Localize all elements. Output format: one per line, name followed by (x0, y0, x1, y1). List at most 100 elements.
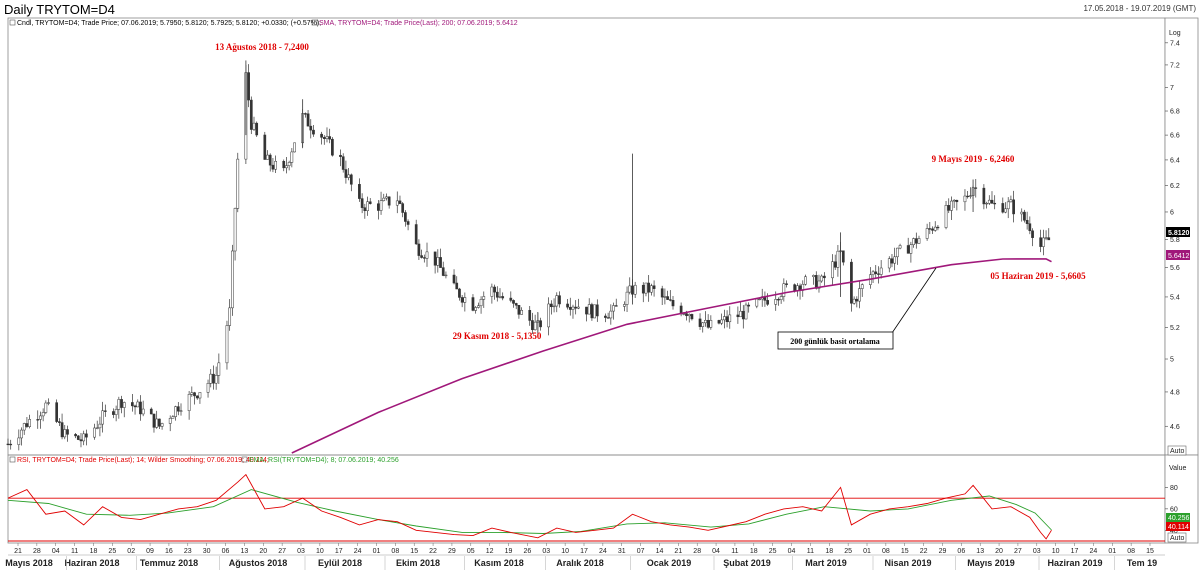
rsi-ytick-label: 80 (1170, 485, 1178, 492)
rsi-auto-button[interactable] (1167, 532, 1187, 543)
candle (231, 244, 234, 316)
candle (474, 306, 478, 314)
candle (271, 158, 275, 173)
x-tick-label: 07 (637, 548, 645, 555)
x-month-label: Ekim 2018 (396, 558, 440, 568)
candle (668, 290, 672, 302)
candle (1012, 190, 1015, 223)
candle (95, 420, 99, 430)
x-month-label: Kasım 2018 (474, 558, 524, 568)
price-ytick-label: 7 (1170, 85, 1174, 92)
x-tick-label: 15 (901, 548, 909, 555)
price-legend: Cndl, TRYTOM=D4; Trade Price; 07.06.2019… (9, 19, 518, 27)
candle (931, 226, 934, 234)
candle (158, 418, 161, 430)
candle (574, 300, 578, 315)
candle (198, 392, 202, 404)
candle (433, 251, 437, 274)
candle (331, 137, 334, 157)
candle (820, 274, 824, 283)
x-tick-label: 20 (259, 548, 267, 555)
candle (955, 199, 959, 211)
candle (290, 148, 294, 168)
candle (422, 254, 426, 263)
candle (725, 310, 729, 328)
candle (874, 265, 878, 279)
candle (566, 298, 569, 310)
x-month-label: Temmuz 2018 (140, 558, 198, 568)
candle (990, 191, 994, 205)
candle (706, 314, 710, 329)
candle (1001, 197, 1005, 214)
candle (952, 199, 956, 208)
x-tick-label: 13 (241, 548, 249, 555)
candle (1009, 195, 1013, 203)
candle (74, 433, 77, 439)
candle (17, 429, 21, 451)
candle (804, 274, 807, 286)
sma-label: 5.6412 (1168, 253, 1190, 260)
candle (287, 160, 291, 171)
candle (168, 415, 172, 432)
candle (1020, 208, 1024, 222)
candle (85, 429, 88, 446)
candle (833, 254, 837, 270)
candle (928, 222, 932, 235)
candle (79, 433, 83, 448)
candle (747, 302, 751, 313)
candle (425, 242, 429, 267)
x-tick-label: 02 (127, 548, 135, 555)
candle (763, 291, 767, 307)
candle (490, 283, 494, 304)
candle (933, 221, 937, 232)
candle (593, 304, 596, 319)
price-ytick-label: 5.6 (1170, 265, 1180, 272)
candle (1044, 230, 1048, 241)
price-ytick-label: 6.4 (1170, 157, 1180, 164)
candle (368, 198, 372, 205)
x-tick-label: 01 (863, 548, 871, 555)
rsi-line (7, 473, 1052, 540)
candle (458, 287, 461, 301)
candle (1023, 209, 1026, 223)
candle (558, 291, 561, 308)
candle (120, 395, 123, 414)
price-auto-button[interactable] (1167, 445, 1187, 456)
candle (720, 313, 724, 326)
candle (890, 253, 894, 268)
candle (495, 286, 499, 302)
candle (55, 399, 59, 424)
candle (531, 312, 534, 334)
candle (266, 150, 269, 160)
candle (1031, 228, 1034, 247)
candle (133, 404, 137, 415)
candle (798, 283, 802, 300)
candle (555, 292, 559, 313)
x-tick-label: 21 (14, 548, 22, 555)
candle (612, 302, 615, 320)
x-tick-label: 25 (108, 548, 116, 555)
candle (717, 319, 721, 325)
x-tick-label: 04 (788, 548, 796, 555)
candle (709, 315, 713, 330)
candle (858, 281, 861, 309)
candle (1039, 229, 1042, 253)
x-month-label: Mart 2019 (805, 558, 847, 568)
x-tick-label: 24 (1090, 548, 1098, 555)
candle (936, 225, 940, 231)
candle (917, 235, 921, 244)
candle (896, 247, 899, 265)
candle (444, 271, 448, 279)
candle (912, 237, 915, 248)
candle (501, 292, 505, 301)
x-tick-label: 18 (90, 548, 98, 555)
candle (155, 410, 159, 429)
candle (414, 219, 418, 245)
candle (471, 294, 475, 312)
candle (650, 283, 653, 296)
x-tick-label: 06 (222, 548, 230, 555)
candle (349, 173, 353, 192)
candle (1028, 216, 1032, 235)
ema-badge (1166, 513, 1190, 522)
candle (482, 291, 486, 308)
